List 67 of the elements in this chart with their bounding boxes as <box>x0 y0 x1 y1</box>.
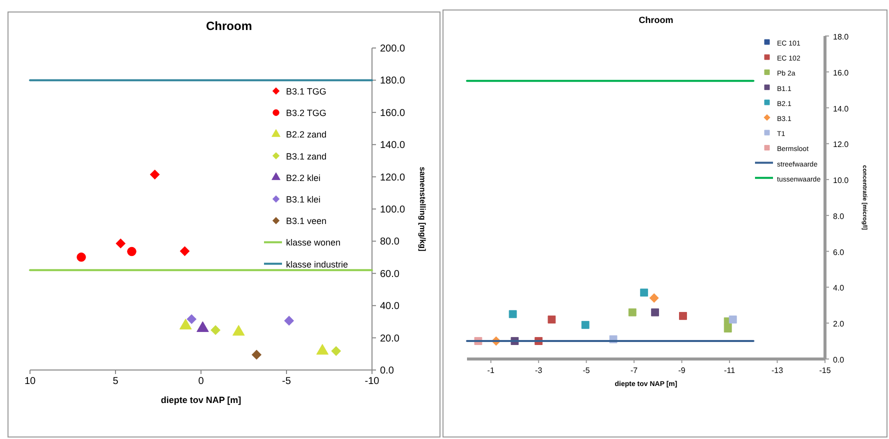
y-tick-label: 200.0 <box>380 44 406 54</box>
y-axis-title: samenstelling [mg/kg] <box>418 166 427 252</box>
x-tick-label: -7 <box>630 366 638 375</box>
point <box>150 170 160 180</box>
legend-label: klasse industrie <box>286 259 348 270</box>
x-tick-label: -5 <box>582 366 590 375</box>
point <box>116 238 126 248</box>
point <box>724 324 732 332</box>
point <box>640 288 648 297</box>
y-tick-label: 4.0 <box>833 284 845 293</box>
y-tick-label: 10.0 <box>833 176 850 186</box>
x-tick-label: 10 <box>24 376 36 387</box>
x-tick-label: -10 <box>364 376 380 387</box>
legend-label: B2.2 klei <box>286 172 321 183</box>
point <box>649 293 659 303</box>
y-tick-label: 6.0 <box>833 248 845 257</box>
y-tick-label: 160.0 <box>380 108 406 119</box>
x-tick-label: -1 <box>487 366 495 375</box>
point <box>628 308 636 316</box>
x-tick-label: -5 <box>282 376 292 387</box>
y-tick-label: 18.0 <box>833 32 850 42</box>
y-tick-label: 2.0 <box>833 320 845 329</box>
y-tick-label: 8.0 <box>833 212 845 221</box>
point <box>679 312 687 320</box>
y-tick-label: 0.0 <box>380 366 394 376</box>
point <box>180 246 190 256</box>
legend-label: B2.2 zand <box>286 130 327 140</box>
chart-title: Chroom <box>206 19 252 33</box>
y-tick-label: 12.0 <box>833 140 850 150</box>
y-tick-label: 180.0 <box>380 76 406 87</box>
y-tick-label: 14.0 <box>833 104 850 114</box>
y-tick-label: 100.0 <box>380 204 406 216</box>
x-axis-title: diepte tov NAP [m] <box>160 395 242 405</box>
x-tick-label: -9 <box>678 366 686 375</box>
point <box>284 316 294 326</box>
point <box>210 325 220 335</box>
legend-label: B3.1 TGG <box>286 86 326 96</box>
legend-label: B3.1 klei <box>286 194 321 204</box>
x-tick-label: 0 <box>198 376 204 387</box>
point <box>651 308 660 316</box>
y-tick-label: 20.0 <box>380 333 400 344</box>
y-tick-label: 140.0 <box>380 140 406 152</box>
y-tick-label: 40.0 <box>380 301 400 312</box>
y-tick-label: 120.0 <box>380 172 406 184</box>
y-tick-label: 60.0 <box>380 268 400 280</box>
x-tick-label: -13 <box>771 366 784 375</box>
point <box>186 314 196 324</box>
point <box>331 346 341 356</box>
x-tick-label: -3 <box>535 366 543 375</box>
legend-label: B3.1 veen <box>286 216 327 226</box>
x-tick-label: -11 <box>724 366 736 375</box>
legend-label: klasse wonen <box>286 238 341 248</box>
y-tick-label: 16.0 <box>833 68 850 78</box>
x-tick-label: 5 <box>112 376 119 387</box>
point <box>728 316 737 324</box>
legend-label: B3.2 TGG <box>286 108 326 118</box>
chart-title: Chroom <box>638 15 674 25</box>
point <box>127 246 136 256</box>
point <box>508 310 517 318</box>
legend-label: B3.1 zand <box>286 151 327 162</box>
y-tick-label: 0.0 <box>833 356 845 364</box>
point <box>581 320 590 329</box>
point <box>548 316 556 324</box>
point <box>252 350 262 360</box>
y-tick-label: 80.0 <box>380 236 400 248</box>
point <box>76 252 86 262</box>
x-tick-label: -15 <box>819 366 832 375</box>
